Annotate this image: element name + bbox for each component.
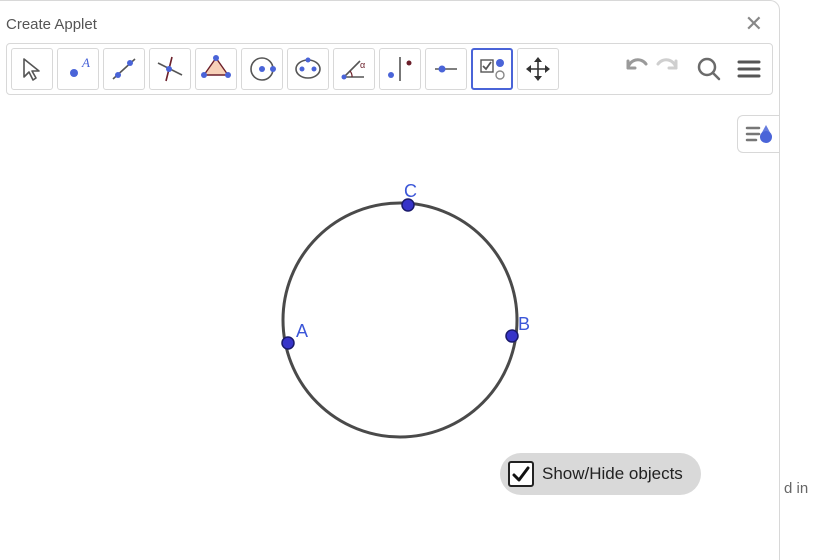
graphics-canvas[interactable]: A B C Show/Hide objects [0, 95, 779, 554]
menu-icon[interactable] [736, 56, 762, 82]
tool-reflect[interactable] [379, 48, 421, 90]
point-label-B: B [518, 314, 530, 335]
toolbar: Aα [6, 43, 773, 95]
redo-button[interactable] [652, 56, 682, 82]
toolbar-container: Aα [0, 43, 779, 95]
svg-text:α: α [360, 60, 365, 70]
tool-angle[interactable]: α [333, 48, 375, 90]
point-label-C: C [404, 181, 417, 202]
undo-redo-group [622, 56, 682, 82]
tool-checkbox[interactable] [471, 48, 513, 90]
tool-polygon[interactable] [195, 48, 237, 90]
cropped-text: d in [784, 480, 808, 497]
checkbox-box[interactable] [508, 461, 534, 487]
tool-slider[interactable] [425, 48, 467, 90]
title-bar: Create Applet ✕ [0, 1, 779, 43]
tool-move[interactable] [11, 48, 53, 90]
right-tools [622, 56, 768, 82]
tool-move-view[interactable] [517, 48, 559, 90]
applet-window: Create Applet ✕ Aα [0, 0, 780, 560]
svg-text:A: A [81, 55, 90, 70]
window-title: Create Applet [6, 16, 97, 33]
search-icon[interactable] [696, 56, 722, 82]
tool-group: Aα [11, 48, 559, 90]
tool-perpendicular[interactable] [149, 48, 191, 90]
tool-line[interactable] [103, 48, 145, 90]
undo-button[interactable] [622, 56, 652, 82]
show-hide-checkbox[interactable]: Show/Hide objects [500, 453, 701, 495]
checkbox-label: Show/Hide objects [542, 464, 683, 484]
point-label-A: A [296, 321, 308, 342]
tool-circle[interactable] [241, 48, 283, 90]
tool-ellipse[interactable] [287, 48, 329, 90]
tool-point[interactable]: A [57, 48, 99, 90]
close-icon[interactable]: ✕ [739, 9, 769, 39]
